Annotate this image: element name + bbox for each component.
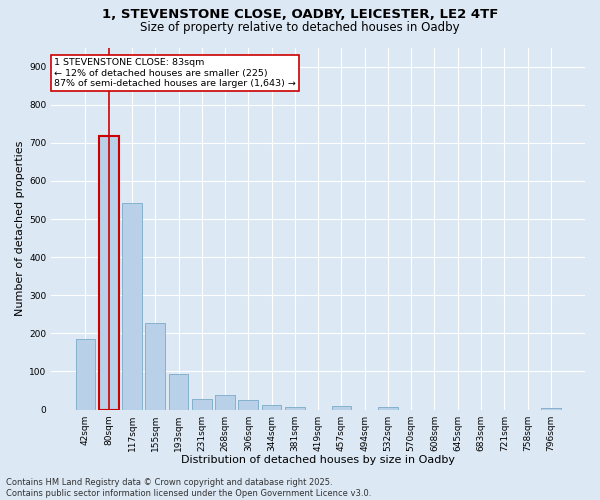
- Bar: [262, 405, 281, 409]
- Bar: [76, 339, 95, 409]
- Text: 1 STEVENSTONE CLOSE: 83sqm
← 12% of detached houses are smaller (225)
87% of sem: 1 STEVENSTONE CLOSE: 83sqm ← 12% of deta…: [54, 58, 296, 88]
- Bar: [192, 399, 212, 409]
- Bar: [122, 202, 142, 410]
- Bar: [99, 136, 119, 409]
- Bar: [169, 374, 188, 410]
- Bar: [238, 400, 258, 409]
- Bar: [145, 322, 165, 410]
- Text: 1, STEVENSTONE CLOSE, OADBY, LEICESTER, LE2 4TF: 1, STEVENSTONE CLOSE, OADBY, LEICESTER, …: [102, 8, 498, 20]
- Bar: [215, 396, 235, 409]
- Bar: [378, 406, 398, 410]
- Text: Contains HM Land Registry data © Crown copyright and database right 2025.
Contai: Contains HM Land Registry data © Crown c…: [6, 478, 371, 498]
- Text: Size of property relative to detached houses in Oadby: Size of property relative to detached ho…: [140, 21, 460, 34]
- Bar: [285, 406, 305, 410]
- Y-axis label: Number of detached properties: Number of detached properties: [15, 141, 25, 316]
- X-axis label: Distribution of detached houses by size in Oadby: Distribution of detached houses by size …: [181, 455, 455, 465]
- Bar: [541, 408, 561, 410]
- Bar: [332, 406, 352, 409]
